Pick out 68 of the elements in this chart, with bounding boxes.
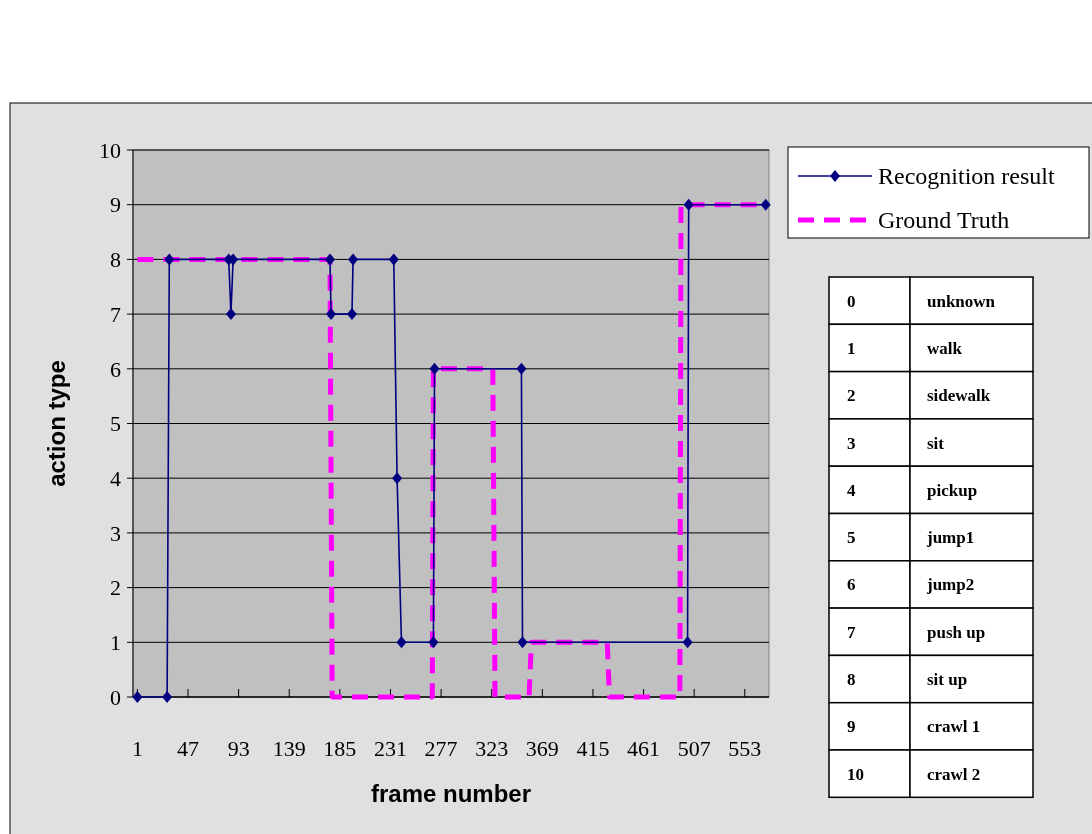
x-tick-label: 139: [272, 736, 306, 761]
y-tick-label: 10: [99, 137, 121, 163]
text: 7: [847, 622, 856, 642]
point: [682, 636, 693, 649]
text: crawl 1: [927, 717, 981, 737]
legend-label: Ground Truth: [878, 207, 1010, 234]
y-tick-label: 0: [110, 684, 121, 710]
point: [132, 691, 143, 703]
text: 9: [847, 717, 856, 737]
text: unknown: [927, 291, 996, 311]
text: 0: [847, 291, 856, 311]
point: [326, 308, 337, 321]
point: [516, 362, 527, 375]
text: crawl 2: [927, 764, 981, 784]
text: push up: [927, 622, 986, 642]
y-tick-label: 6: [110, 356, 121, 382]
point: [388, 253, 399, 266]
x-tick-label: 93: [227, 736, 250, 761]
x-tick-label: 1: [131, 736, 143, 761]
x-tick-label: 323: [475, 736, 509, 761]
point: [760, 198, 771, 211]
point: [683, 198, 694, 211]
point: [348, 253, 359, 266]
text: sit up: [927, 670, 968, 689]
y-tick-label: 5: [110, 411, 121, 437]
text: 2: [847, 386, 856, 406]
point: [162, 691, 173, 703]
y-tick-label: 3: [110, 520, 121, 546]
x-tick-label: 553: [728, 736, 762, 761]
y-tick-label: 4: [110, 465, 121, 491]
text: 5: [847, 528, 856, 548]
text: sit: [927, 433, 945, 453]
y-tick-label: 2: [110, 575, 121, 601]
text: jump1: [926, 528, 975, 548]
x-tick-label: 369: [525, 736, 559, 761]
point: [164, 253, 175, 266]
point: [346, 308, 357, 321]
x-tick-label: 461: [627, 736, 661, 761]
y-tick-label: 9: [110, 192, 121, 218]
x-tick-label: 507: [677, 736, 711, 761]
point: [428, 636, 439, 649]
x-tick-label: 47: [177, 736, 200, 761]
text: 3: [847, 433, 856, 453]
point: [392, 472, 403, 485]
point: [396, 636, 407, 649]
y-axis-title: action type: [43, 360, 70, 487]
text: jump2: [926, 575, 975, 595]
text: sidewalk: [927, 386, 991, 406]
x-tick-label: 185: [323, 736, 357, 761]
point: [225, 308, 236, 321]
text: 4: [847, 480, 856, 500]
y-tick-label: 7: [110, 301, 121, 327]
point: [429, 362, 440, 375]
text: pickup: [927, 480, 978, 500]
point: [517, 636, 528, 649]
x-axis-title: frame number: [370, 780, 532, 807]
y-tick-label: 8: [110, 247, 121, 273]
x-tick-label: 415: [576, 736, 610, 761]
text: walk: [927, 338, 963, 358]
text: 8: [847, 670, 856, 689]
text: 10: [847, 764, 864, 784]
text: 6: [847, 575, 856, 595]
y-tick-label: 1: [110, 630, 121, 655]
text: 1: [847, 338, 856, 358]
point: [324, 253, 335, 266]
legend-label: Recognition result: [878, 163, 1055, 190]
x-tick-label: 277: [424, 736, 458, 761]
x-tick-label: 231: [373, 736, 407, 761]
